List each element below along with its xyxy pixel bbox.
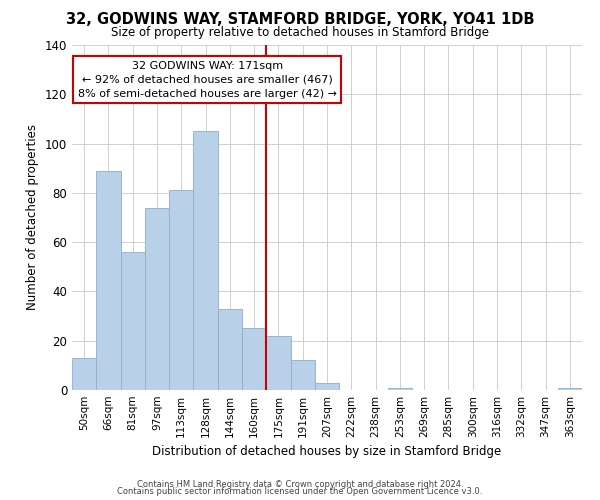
Bar [290,360,315,390]
Bar [121,252,145,390]
Bar [558,388,582,390]
Text: 32, GODWINS WAY, STAMFORD BRIDGE, YORK, YO41 1DB: 32, GODWINS WAY, STAMFORD BRIDGE, YORK, … [66,12,534,28]
Bar [315,382,339,390]
Text: Contains public sector information licensed under the Open Government Licence v3: Contains public sector information licen… [118,488,482,496]
Bar [72,358,96,390]
Bar [169,190,193,390]
X-axis label: Distribution of detached houses by size in Stamford Bridge: Distribution of detached houses by size … [152,446,502,458]
Bar [218,308,242,390]
Text: Size of property relative to detached houses in Stamford Bridge: Size of property relative to detached ho… [111,26,489,39]
Bar [266,336,290,390]
Bar [193,131,218,390]
Text: 32 GODWINS WAY: 171sqm
← 92% of detached houses are smaller (467)
8% of semi-det: 32 GODWINS WAY: 171sqm ← 92% of detached… [77,60,337,98]
Bar [242,328,266,390]
Bar [145,208,169,390]
Text: Contains HM Land Registry data © Crown copyright and database right 2024.: Contains HM Land Registry data © Crown c… [137,480,463,489]
Bar [96,170,121,390]
Bar [388,388,412,390]
Y-axis label: Number of detached properties: Number of detached properties [26,124,39,310]
